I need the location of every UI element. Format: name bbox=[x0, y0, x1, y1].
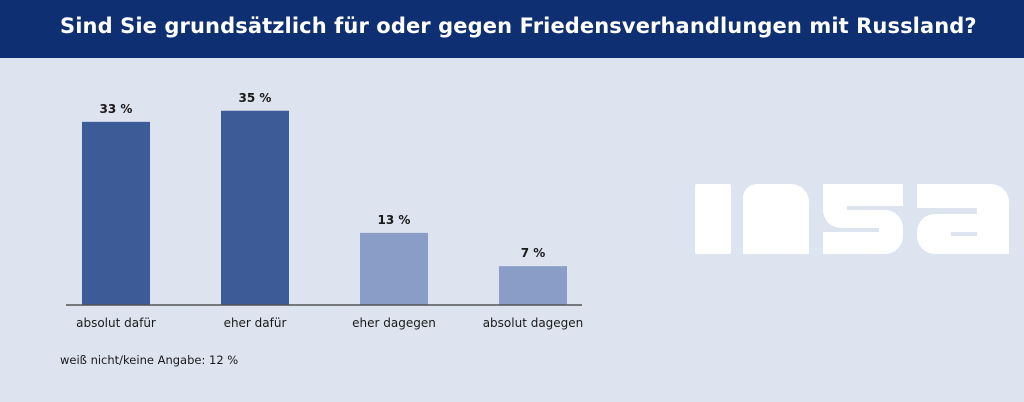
value-label-0: 33 % bbox=[100, 102, 133, 116]
value-label-2: 13 % bbox=[378, 213, 411, 227]
category-label-0: absolut dafür bbox=[76, 316, 156, 330]
category-label-3: absolut dagegen bbox=[483, 316, 584, 330]
value-label-1: 35 % bbox=[239, 91, 272, 105]
insa-logo bbox=[695, 183, 1009, 254]
bar-1 bbox=[221, 110, 289, 305]
category-label-2: eher dagegen bbox=[352, 316, 436, 330]
bars-group: 33 % absolut dafür 35 % eher dafür 13 % eher … bbox=[76, 91, 583, 330]
bar-2 bbox=[360, 232, 428, 305]
bar-0 bbox=[82, 121, 150, 305]
bar-3 bbox=[499, 266, 567, 305]
category-label-1: eher dafür bbox=[224, 316, 287, 330]
footnote-no-answer: weiß nicht/keine Angabe: 12 % bbox=[60, 353, 239, 367]
header-bar: Sind Sie grundsätzlich für oder gegen Fr… bbox=[0, 0, 1024, 58]
chart-title: Sind Sie grundsätzlich für oder gegen Fr… bbox=[60, 14, 977, 38]
value-label-3: 7 % bbox=[521, 246, 546, 260]
